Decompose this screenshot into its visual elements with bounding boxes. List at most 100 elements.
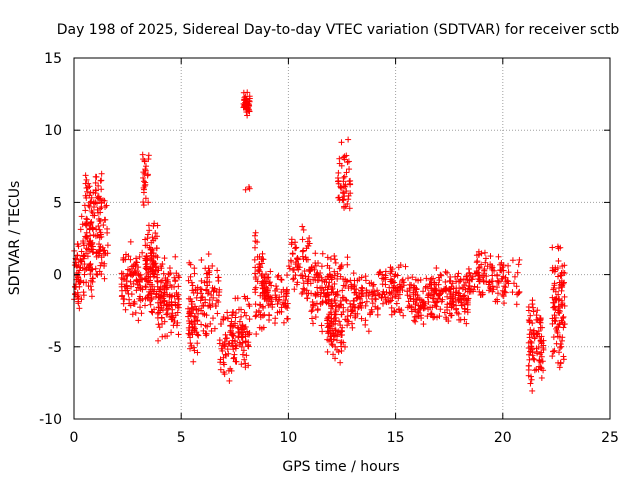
- data-point: [144, 242, 151, 249]
- y-tick-label: -10: [39, 412, 62, 428]
- data-point: [391, 287, 398, 294]
- data-point: [172, 302, 179, 309]
- data-point: [332, 259, 339, 266]
- data-point: [136, 295, 143, 302]
- data-point: [199, 303, 206, 310]
- data-point: [471, 283, 478, 290]
- data-point: [266, 279, 273, 286]
- data-point: [540, 345, 547, 352]
- data-point: [527, 338, 534, 345]
- data-point: [289, 266, 296, 273]
- data-point: [165, 305, 172, 312]
- y-tick-label: 15: [44, 51, 62, 67]
- data-point: [330, 351, 337, 358]
- point-cluster: [195, 251, 223, 339]
- x-tick-labels: 0 5 10 15 20 25: [70, 430, 619, 446]
- data-point: [390, 285, 397, 292]
- data-point: [142, 167, 149, 174]
- data-point: [344, 322, 351, 329]
- data-point: [528, 376, 535, 383]
- data-point: [346, 166, 353, 173]
- data-point: [173, 322, 180, 329]
- data-point: [332, 317, 339, 324]
- data-point: [505, 262, 512, 269]
- data-point: [201, 311, 208, 318]
- data-point: [258, 260, 265, 267]
- data-point: [335, 169, 342, 176]
- point-cluster: [345, 270, 382, 335]
- data-point: [86, 192, 93, 199]
- data-point: [392, 293, 399, 300]
- data-point: [203, 286, 210, 293]
- data-point: [224, 309, 231, 316]
- data-point: [531, 334, 538, 341]
- y-tick-label: 0: [53, 268, 62, 284]
- data-point: [550, 348, 557, 355]
- data-point: [362, 317, 369, 324]
- data-point: [218, 321, 225, 328]
- data-point: [425, 306, 432, 313]
- data-point: [129, 311, 136, 318]
- data-point: [212, 302, 219, 309]
- data-point: [395, 295, 402, 302]
- data-point: [466, 270, 473, 277]
- data-point: [338, 139, 345, 146]
- data-point: [191, 270, 198, 277]
- data-point: [339, 324, 346, 331]
- data-point: [280, 299, 287, 306]
- y-tick-label: 10: [44, 123, 62, 139]
- point-cluster: [285, 223, 313, 302]
- data-point: [187, 340, 194, 347]
- data-point: [175, 331, 182, 338]
- data-point: [152, 235, 159, 242]
- data-point: [482, 259, 489, 266]
- data-point: [142, 195, 149, 202]
- data-point: [242, 364, 249, 371]
- data-point: [371, 288, 378, 295]
- data-point: [556, 364, 563, 371]
- data-point: [441, 309, 448, 316]
- data-point: [293, 244, 300, 251]
- data-point: [530, 304, 537, 311]
- data-point: [498, 276, 505, 283]
- data-point: [80, 255, 87, 262]
- data-point: [319, 298, 326, 305]
- data-point: [328, 298, 335, 305]
- data-point: [122, 251, 129, 258]
- y-axis-title: SDTVAR / TECUs: [7, 181, 23, 296]
- data-point: [252, 229, 259, 236]
- data-point: [221, 361, 228, 368]
- point-cluster: [259, 268, 291, 327]
- data-point: [335, 194, 342, 201]
- data-point: [230, 309, 237, 316]
- data-point: [299, 236, 306, 243]
- data-point: [268, 282, 275, 289]
- data-point: [408, 303, 415, 310]
- data-point: [143, 275, 150, 282]
- data-point: [412, 306, 419, 313]
- data-point: [194, 318, 201, 325]
- data-point: [347, 312, 354, 319]
- data-point: [527, 326, 534, 333]
- data-point: [253, 309, 260, 316]
- data-point: [344, 261, 351, 268]
- data-point: [538, 340, 545, 347]
- data-point: [475, 265, 482, 272]
- data-point: [82, 172, 89, 179]
- data-point: [445, 318, 452, 325]
- data-point: [455, 310, 462, 317]
- data-point: [528, 339, 535, 346]
- data-point: [312, 314, 319, 321]
- data-point: [305, 242, 312, 249]
- data-point: [204, 323, 211, 330]
- data-point: [77, 264, 84, 271]
- data-point: [537, 364, 544, 371]
- data-point: [551, 347, 558, 354]
- data-point: [255, 268, 262, 275]
- data-point: [393, 300, 400, 307]
- data-point: [239, 333, 246, 340]
- data-point: [264, 289, 271, 296]
- data-point: [555, 291, 562, 298]
- data-point: [344, 278, 351, 285]
- data-point: [140, 199, 147, 206]
